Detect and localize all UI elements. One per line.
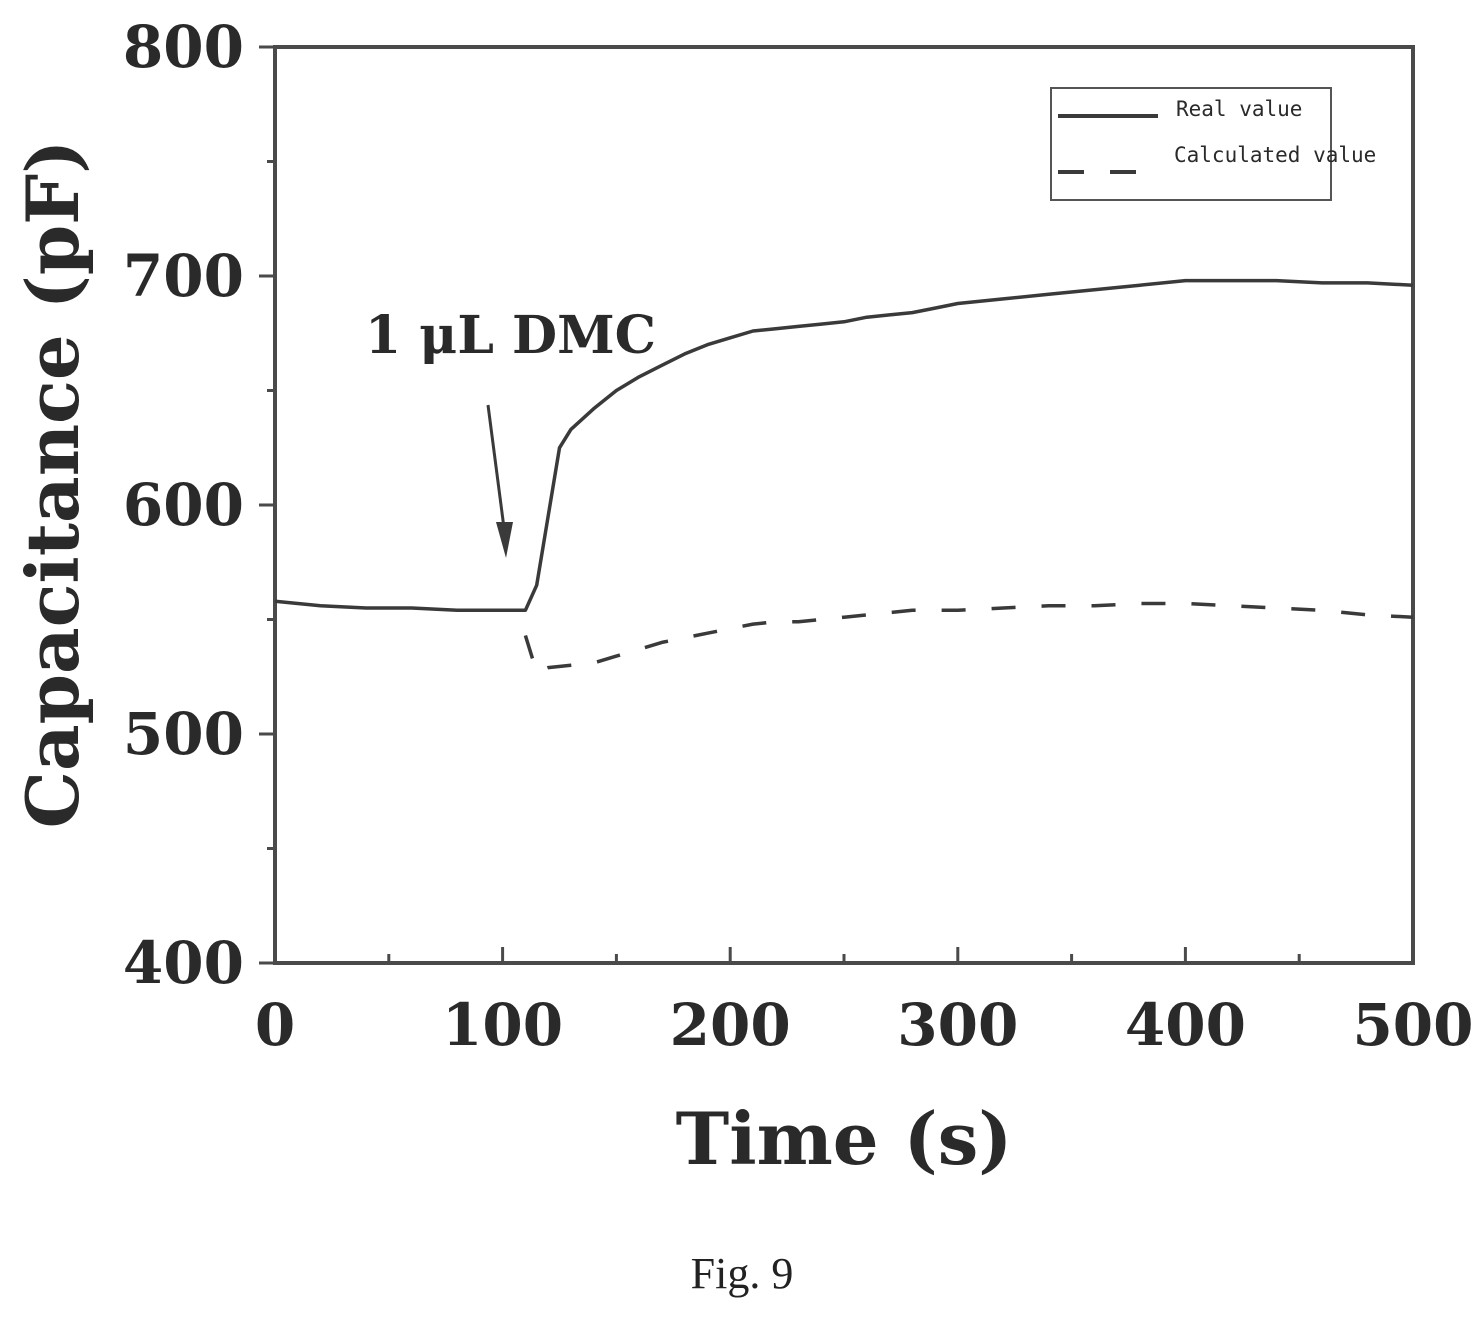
y-tick-label: 600 xyxy=(123,471,244,539)
series-group xyxy=(274,278,1414,674)
series-line-real-value xyxy=(274,278,1414,613)
y-tick-label: 400 xyxy=(123,929,244,997)
y-tick-labels: 400 500 600 700 800 xyxy=(123,13,244,997)
x-tick-label: 100 xyxy=(442,991,563,1059)
legend-box xyxy=(1050,87,1332,201)
x-tick-label: 300 xyxy=(897,991,1018,1059)
x-tick-label: 200 xyxy=(670,991,791,1059)
x-tick-labels: 0 100 200 300 400 500 xyxy=(255,991,1474,1059)
x-tick-label: 0 xyxy=(255,991,295,1059)
x-axis-title: Time (s) xyxy=(676,1096,1013,1181)
y-tick-label: 500 xyxy=(123,700,244,768)
annotation-label: 1 μL DMC xyxy=(365,305,656,366)
legend: Real value Calculated value xyxy=(1050,87,1376,201)
y-tick-label: 800 xyxy=(123,13,244,81)
tick-marks xyxy=(259,45,1415,965)
x-tick-label: 500 xyxy=(1352,991,1473,1059)
y-tick-label: 700 xyxy=(123,242,244,310)
legend-label-real: Real value xyxy=(1176,97,1302,121)
annotation-arrow xyxy=(486,404,513,558)
figure-caption: Fig. 9 xyxy=(690,1249,794,1298)
y-axis-title: Capacitance (pF) xyxy=(10,140,95,829)
x-tick-label: 400 xyxy=(1125,991,1246,1059)
series-line-calculated-value xyxy=(523,601,1414,674)
legend-label-calculated: Calculated value xyxy=(1174,143,1376,167)
